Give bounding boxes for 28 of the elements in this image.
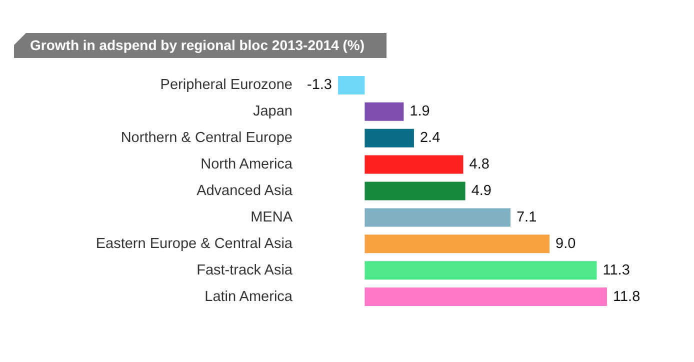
data-label: 1.9 [410, 104, 430, 120]
data-label: 11.8 [613, 288, 640, 305]
bar [364, 288, 607, 306]
bar [364, 128, 414, 148]
data-label: 4.8 [469, 156, 490, 173]
y-tick-label: North America [200, 156, 294, 173]
data-label: 7.1 [516, 209, 537, 226]
text: Growth in adspend by regional bloc 2013-2014 (%) [14, 33, 387, 58]
bar [364, 155, 464, 174]
data-label: 4.9 [471, 183, 492, 199]
data-label: 2.4 [420, 130, 440, 146]
y-tick-label: Advanced Asia [196, 183, 294, 199]
y-tick-label: Fast-track Asia [196, 262, 294, 278]
y-tick-label: Peripheral Eurozone [160, 77, 292, 94]
y-tick-label: Japan [252, 104, 292, 120]
y-tick-label: Northern & Central Europe [120, 130, 292, 146]
y-tick-label: MENA [250, 209, 293, 226]
y-tick-label: Latin America [204, 288, 294, 305]
bar [338, 76, 365, 94]
bar [364, 208, 510, 227]
data-label: 11.3 [602, 262, 630, 278]
bar [364, 261, 597, 280]
y-tick-label: Eastern Europe & Central Asia [96, 236, 294, 252]
bar [364, 102, 404, 121]
bar [364, 182, 466, 200]
bar [364, 234, 550, 254]
data-label: -1.3 [307, 77, 332, 94]
data-label: 9.0 [556, 236, 576, 252]
